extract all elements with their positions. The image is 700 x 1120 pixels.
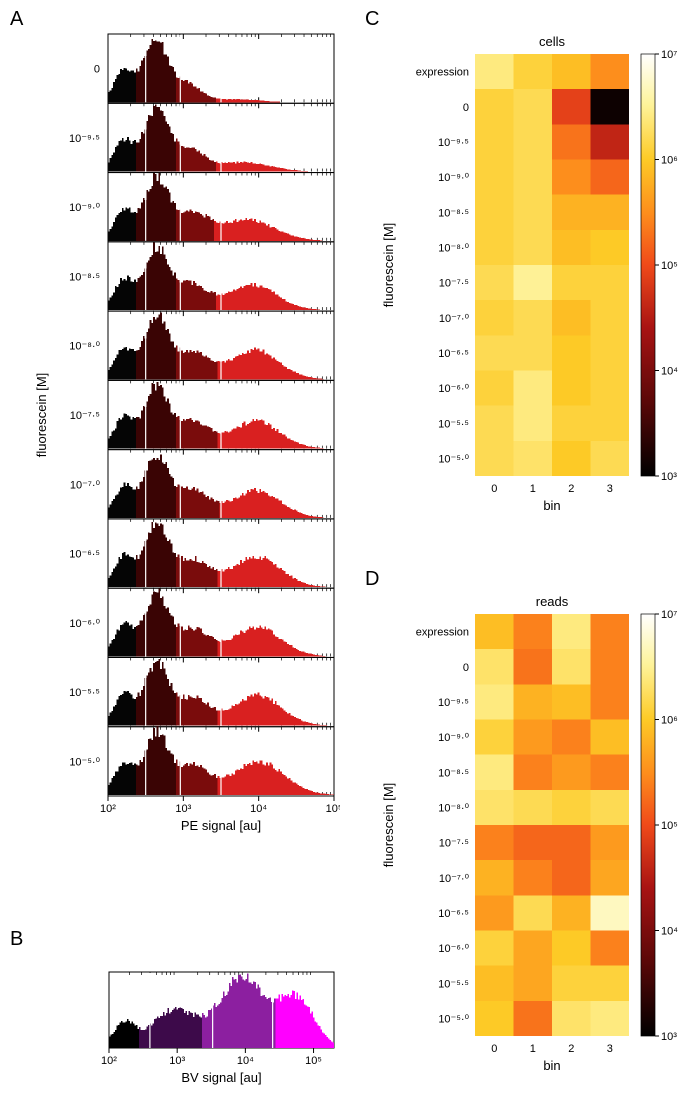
svg-text:10⁻⁶·⁵: 10⁻⁶·⁵: [69, 549, 100, 561]
svg-text:10³: 10³: [169, 1055, 185, 1067]
svg-text:10⁻⁷·⁵: 10⁻⁷·⁵: [439, 838, 469, 850]
figure-root: A B C D fluorescein [M] 0 10⁻⁹·⁵ 10⁻⁹·⁰ 10⁻⁸…: [0, 0, 700, 1120]
svg-text:10⁵: 10⁵: [661, 820, 678, 832]
svg-text:10⁶: 10⁶: [661, 155, 678, 167]
svg-text:10⁻⁵·⁰: 10⁻⁵·⁰: [69, 756, 100, 768]
svg-text:10²: 10²: [101, 1055, 117, 1067]
svg-text:2: 2: [568, 1043, 574, 1055]
svg-text:10⁻⁶·⁵: 10⁻⁶·⁵: [438, 908, 469, 920]
panel-b-histogram: 10² 10³ 10⁴ 10⁵ BV signal [au]: [65, 970, 340, 1090]
svg-text:10²: 10²: [100, 803, 116, 815]
svg-text:10⁻⁶·⁵: 10⁻⁶·⁵: [438, 348, 469, 360]
svg-text:2: 2: [568, 483, 574, 495]
svg-text:1: 1: [530, 1043, 536, 1055]
svg-text:10⁻⁵·⁵: 10⁻⁵·⁵: [438, 418, 469, 430]
svg-text:10⁵: 10⁵: [326, 803, 340, 815]
panel-c-heatmap: cells 0 1 2 3 bin expression 0 10⁻⁹·⁵ 10⁻⁹·⁰ 10⁻⁸·…: [375, 30, 685, 520]
svg-text:10⁻⁸·⁰: 10⁻⁸·⁰: [438, 242, 469, 254]
svg-text:1: 1: [530, 483, 536, 495]
svg-text:0: 0: [94, 64, 100, 76]
svg-text:10⁻⁶·⁰: 10⁻⁶·⁰: [438, 383, 469, 395]
panel-label-d: D: [365, 568, 379, 591]
svg-text:fluorescein [M]: fluorescein [M]: [381, 223, 396, 308]
panel-d-heatmap: reads 0 1 2 3 bin expression 0 10⁻⁹·⁵ 10⁻⁹·⁰ 10⁻⁸·…: [375, 590, 685, 1080]
svg-text:10⁻⁵·⁰: 10⁻⁵·⁰: [438, 1013, 469, 1025]
svg-text:10⁻⁹·⁰: 10⁻⁹·⁰: [438, 732, 469, 744]
svg-text:10⁻⁹·⁰: 10⁻⁹·⁰: [69, 202, 100, 214]
svg-text:10⁻⁶·⁰: 10⁻⁶·⁰: [69, 618, 100, 630]
svg-text:10⁴: 10⁴: [237, 1055, 254, 1067]
panel-label-b: B: [10, 928, 23, 951]
svg-text:10⁻⁸·⁵: 10⁻⁸·⁵: [69, 271, 100, 283]
svg-text:10⁻⁵·⁵: 10⁻⁵·⁵: [438, 978, 469, 990]
svg-text:10⁻⁹·⁰: 10⁻⁹·⁰: [438, 172, 469, 184]
svg-text:0: 0: [463, 662, 469, 674]
svg-text:10⁻⁸·⁵: 10⁻⁸·⁵: [438, 767, 469, 779]
svg-text:bin: bin: [543, 498, 560, 513]
svg-text:10⁵: 10⁵: [305, 1055, 322, 1067]
svg-text:BV signal [au]: BV signal [au]: [181, 1070, 261, 1085]
svg-text:reads: reads: [536, 594, 569, 609]
svg-text:10⁴: 10⁴: [250, 803, 267, 815]
svg-text:10⁻⁷·⁰: 10⁻⁷·⁰: [70, 479, 101, 491]
svg-text:bin: bin: [543, 1058, 560, 1073]
panel-a-histograms: fluorescein [M] 0 10⁻⁹·⁵ 10⁻⁹·⁰ 10⁻⁸·⁵ 10⁻⁸·⁰…: [30, 30, 340, 840]
svg-text:10⁻⁸·⁰: 10⁻⁸·⁰: [69, 341, 100, 353]
svg-text:10⁻⁵·⁰: 10⁻⁵·⁰: [438, 453, 469, 465]
svg-text:3: 3: [607, 483, 613, 495]
panel-label-c: C: [365, 8, 379, 31]
svg-text:10⁻⁶·⁰: 10⁻⁶·⁰: [438, 943, 469, 955]
panel-label-a: A: [10, 8, 23, 31]
svg-text:10⁻⁹·⁵: 10⁻⁹·⁵: [69, 133, 100, 145]
svg-text:3: 3: [607, 1043, 613, 1055]
svg-text:10⁻⁹·⁵: 10⁻⁹·⁵: [438, 697, 469, 709]
svg-text:10³: 10³: [175, 803, 191, 815]
svg-text:expression: expression: [416, 67, 469, 79]
svg-text:10⁻⁸·⁰: 10⁻⁸·⁰: [438, 802, 469, 814]
svg-text:10³: 10³: [661, 471, 677, 483]
svg-text:0: 0: [491, 1043, 497, 1055]
svg-text:10⁻⁷·⁰: 10⁻⁷·⁰: [439, 313, 470, 325]
svg-text:10⁻⁷·⁰: 10⁻⁷·⁰: [439, 873, 470, 885]
svg-text:0: 0: [463, 102, 469, 114]
svg-text:10⁷: 10⁷: [661, 609, 677, 621]
svg-text:0: 0: [491, 483, 497, 495]
svg-text:10⁻⁹·⁵: 10⁻⁹·⁵: [438, 137, 469, 149]
svg-text:10⁶: 10⁶: [661, 715, 678, 727]
svg-text:10⁴: 10⁴: [661, 926, 678, 938]
svg-text:10⁵: 10⁵: [661, 260, 678, 272]
svg-text:expression: expression: [416, 627, 469, 639]
svg-text:fluorescein [M]: fluorescein [M]: [34, 373, 49, 458]
svg-text:fluorescein [M]: fluorescein [M]: [381, 783, 396, 868]
svg-text:10⁻⁷·⁵: 10⁻⁷·⁵: [70, 410, 100, 422]
svg-text:10³: 10³: [661, 1031, 677, 1043]
svg-text:10⁻⁵·⁵: 10⁻⁵·⁵: [69, 687, 100, 699]
svg-text:10⁻⁷·⁵: 10⁻⁷·⁵: [439, 278, 469, 290]
svg-text:PE signal [au]: PE signal [au]: [181, 818, 261, 833]
svg-text:cells: cells: [539, 34, 566, 49]
svg-text:10⁴: 10⁴: [661, 366, 678, 378]
svg-text:10⁷: 10⁷: [661, 49, 677, 61]
svg-text:10⁻⁸·⁵: 10⁻⁸·⁵: [438, 207, 469, 219]
